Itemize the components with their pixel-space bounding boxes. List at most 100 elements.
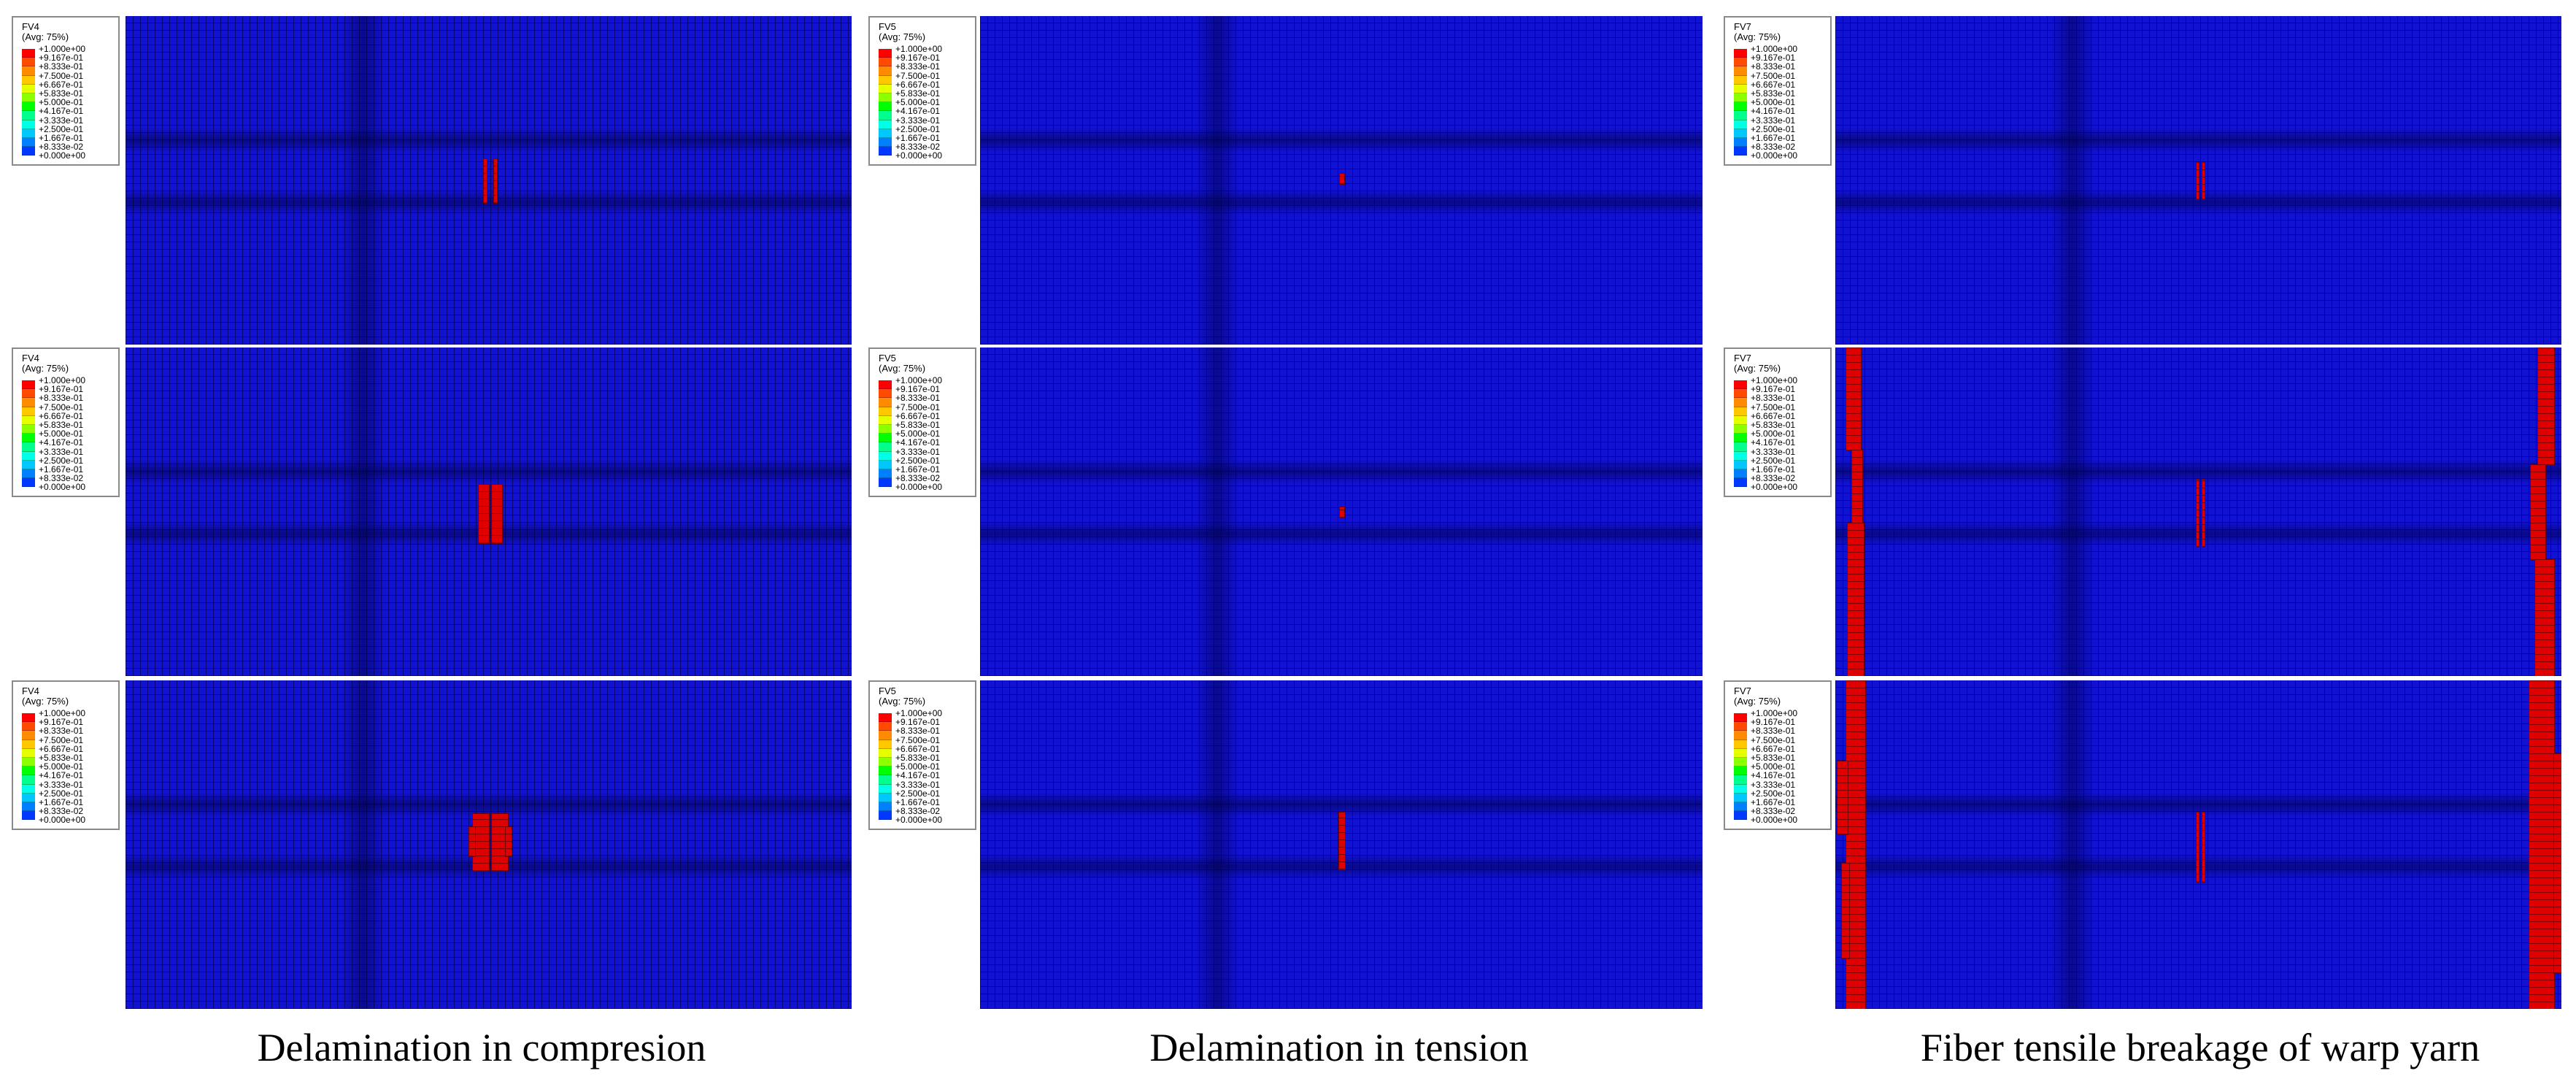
legend-tick-label: +8.333e-02: [1751, 806, 1796, 817]
damaged-element-region: [1339, 173, 1345, 185]
contour-plot: [126, 16, 852, 345]
legend-color-swatch: [1734, 424, 1747, 434]
legend-tick-label: +2.500e-01: [1751, 455, 1796, 466]
contour-legend: FV5 (Avg: 75%) +1.000e+00 +9.167e-01 +8.333e…: [868, 680, 976, 831]
legend-tick-label: +9.167e-01: [39, 384, 84, 395]
legend-variable-name: FV7: [1734, 685, 1751, 696]
contour-legend: FV4 (Avg: 75%) +1.000e+00 +9.167e-01 +8.333e…: [12, 347, 120, 498]
legend-color-swatch: [1734, 740, 1747, 749]
legend-tick-label: +1.000e+00: [39, 375, 86, 385]
legend-tick-label: +1.000e+00: [895, 375, 943, 385]
legend-tick-label: +5.833e-01: [1751, 752, 1796, 763]
legend-tick-label: +1.667e-01: [39, 132, 84, 143]
legend-tick-label: +9.167e-01: [1751, 384, 1796, 395]
legend-averaging-label: (Avg: 75%): [1734, 363, 1781, 374]
legend-tick-label: +8.333e-02: [895, 806, 941, 817]
legend-color-swatch: [22, 128, 35, 138]
legend-tick-label: +5.833e-01: [39, 88, 84, 99]
legend-color-scale: [22, 380, 35, 491]
mesh-shading-band: [2051, 680, 2094, 1009]
legend-tick-label: +5.000e-01: [39, 761, 84, 772]
legend-tick-label: +8.333e-01: [895, 726, 941, 737]
panel-caption: Delamination in tension: [1149, 1026, 1529, 1069]
contour-legend: FV4 (Avg: 75%) +1.000e+00 +9.167e-01 +8.333e…: [12, 680, 120, 831]
legend-color-swatch: [22, 713, 35, 723]
contour-plot: [126, 347, 852, 676]
legend-tick-label: +1.000e+00: [1751, 375, 1798, 385]
mesh-shading-band: [342, 16, 385, 345]
legend-tick-label: +0.000e+00: [39, 150, 86, 161]
legend-tick-label: +7.500e-01: [1751, 70, 1796, 81]
panel-caption: Fiber tensile breakage of warp yarn: [1920, 1026, 2480, 1069]
legend-tick-label: +6.667e-01: [895, 743, 941, 754]
legend-tick-label: +8.333e-02: [1751, 473, 1796, 484]
legend-color-swatch: [1734, 380, 1747, 390]
legend-tick-label: +8.333e-02: [39, 473, 84, 484]
damaged-element-region: [493, 158, 498, 204]
legend-tick-label: +6.667e-01: [1751, 79, 1796, 90]
legend-color-scale: [1734, 49, 1747, 160]
legend-tick-label: +9.167e-01: [895, 53, 941, 64]
contour-plot: [1835, 680, 2561, 1009]
legend-color-swatch: [1734, 66, 1747, 76]
legend-color-swatch: [1734, 102, 1747, 112]
legend-tick-label: +6.667e-01: [1751, 743, 1796, 754]
legend-color-swatch: [22, 380, 35, 390]
legend-tick-label: +0.000e+00: [895, 150, 943, 161]
legend-color-swatch: [22, 398, 35, 407]
legend-tick-label: +2.500e-01: [39, 123, 84, 134]
legend-color-swatch: [879, 442, 892, 452]
legend-tick-label: +4.167e-01: [39, 106, 84, 117]
mesh-shading-band: [342, 680, 385, 1009]
contour-legend: FV7 (Avg: 75%) +1.000e+00 +9.167e-01 +8.333e…: [1724, 347, 1832, 498]
legend-color-swatch: [1734, 128, 1747, 138]
legend-averaging-label: (Avg: 75%): [879, 696, 926, 707]
legend-tick-label: +4.167e-01: [1751, 437, 1796, 448]
mesh-shading-band: [980, 190, 1702, 215]
legend-color-swatch: [879, 775, 892, 785]
legend-color-swatch: [1734, 757, 1747, 767]
legend-tick-label: +7.500e-01: [1751, 402, 1796, 412]
legend-tick-label: +6.667e-01: [895, 79, 941, 90]
legend-color-swatch: [22, 767, 35, 776]
legend-color-swatch: [879, 84, 892, 93]
legend-tick-label: +2.500e-01: [39, 455, 84, 466]
legend-color-swatch: [879, 58, 892, 67]
legend-color-swatch: [22, 802, 35, 812]
legend-color-swatch: [879, 49, 892, 58]
legend-tick-label: +4.167e-01: [895, 770, 941, 781]
mesh-shading-band: [980, 459, 1702, 484]
mesh-shading-band: [980, 128, 1702, 153]
legend-tick-label: +1.667e-01: [895, 464, 941, 475]
legend-color-swatch: [1734, 434, 1747, 443]
legend-variable-name: FV5: [879, 21, 896, 32]
legend-tick-label: +8.333e-01: [1751, 393, 1796, 404]
mesh-shading-band: [980, 521, 1702, 546]
legend-tick-label: +8.333e-01: [895, 393, 941, 404]
legend-tick-label: +5.833e-01: [895, 88, 941, 99]
legend-variable-name: FV4: [22, 21, 39, 32]
legend-tick-label: +7.500e-01: [895, 402, 941, 412]
legend-color-swatch: [879, 389, 892, 399]
damaged-element-region: [483, 158, 487, 204]
mesh-shading-band: [126, 792, 852, 817]
damaged-element-region: [505, 826, 512, 857]
damaged-element-region: [491, 484, 503, 544]
legend-tick-label: +3.333e-01: [1751, 115, 1796, 126]
contour-legend: FV7 (Avg: 75%) +1.000e+00 +9.167e-01 +8.333e…: [1724, 680, 1832, 831]
legend-color-swatch: [22, 111, 35, 120]
mesh-shading-band: [1195, 347, 1239, 676]
legend-tick-label: +4.167e-01: [895, 437, 941, 448]
legend-tick-label: +0.000e+00: [895, 482, 943, 493]
legend-color-swatch: [879, 802, 892, 812]
legend-color-swatch: [22, 811, 35, 821]
legend-variable-name: FV7: [1734, 21, 1751, 32]
mesh-shading-band: [2051, 16, 2094, 345]
mesh-shading-band: [126, 128, 852, 153]
legend-tick-label: +4.167e-01: [895, 106, 941, 117]
legend-color-swatch: [879, 460, 892, 469]
legend-averaging-label: (Avg: 75%): [1734, 31, 1781, 42]
mesh-shading-band: [1835, 128, 2561, 153]
legend-tick-label: +6.667e-01: [39, 79, 84, 90]
mesh-shading-band: [126, 459, 852, 484]
